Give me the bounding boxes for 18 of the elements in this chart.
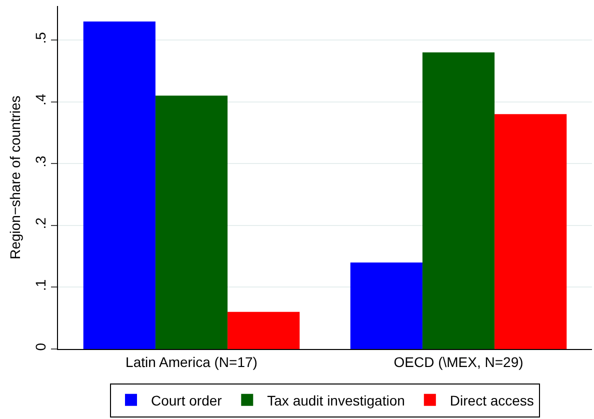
x-tick-label: Latin America (N=17) — [126, 354, 258, 370]
y-tick-label: .3 — [32, 155, 48, 168]
legend-label: Court order — [151, 392, 222, 408]
legend-label: Tax audit investigation — [267, 392, 405, 408]
bar — [422, 52, 495, 349]
x-tick-label: OECD (\MEX, N=29) — [394, 354, 524, 370]
y-axis-title: Region−share of countries — [7, 96, 23, 260]
y-tick-label: .1 — [32, 279, 48, 291]
bar — [350, 262, 422, 349]
y-tick-label: .5 — [32, 32, 48, 44]
y-tick-label: 0 — [32, 342, 48, 351]
legend-label: Direct access — [450, 392, 534, 408]
bar — [83, 21, 156, 349]
y-tick-label: .4 — [32, 94, 48, 106]
y-tick-label: .2 — [32, 217, 48, 230]
bar — [228, 312, 300, 349]
bar — [155, 96, 228, 349]
bar — [494, 114, 567, 349]
